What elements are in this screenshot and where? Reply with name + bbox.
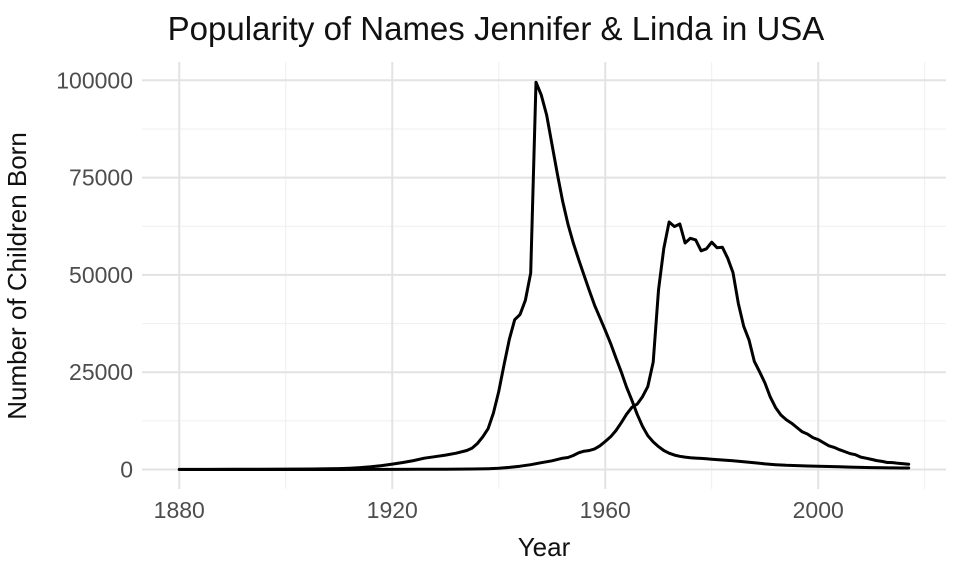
x-tick-label: 1880: [154, 497, 205, 523]
grid-major-lines: [142, 62, 946, 489]
axis-tick-labels: 1880 1920 1960 2000 0 25000 50000 75000 100000: [56, 67, 844, 523]
series-line-jennifer: [177, 220, 911, 471]
grid-minor-lines: [142, 62, 946, 489]
x-tick-label: 1920: [367, 497, 418, 523]
chart-title: Popularity of Names Jennifer & Linda in …: [168, 10, 825, 47]
y-tick-label: 75000: [69, 165, 133, 191]
series-line-linda: [177, 80, 911, 471]
y-tick-label: 50000: [69, 262, 133, 288]
y-tick-label: 100000: [56, 67, 133, 93]
series-lines: [177, 80, 911, 471]
x-tick-label: 2000: [793, 497, 844, 523]
x-tick-label: 1960: [580, 497, 631, 523]
y-tick-label: 0: [120, 457, 133, 483]
y-tick-label: 25000: [69, 359, 133, 385]
y-axis-title: Number of Children Born: [2, 132, 32, 420]
x-axis-title: Year: [518, 532, 571, 562]
